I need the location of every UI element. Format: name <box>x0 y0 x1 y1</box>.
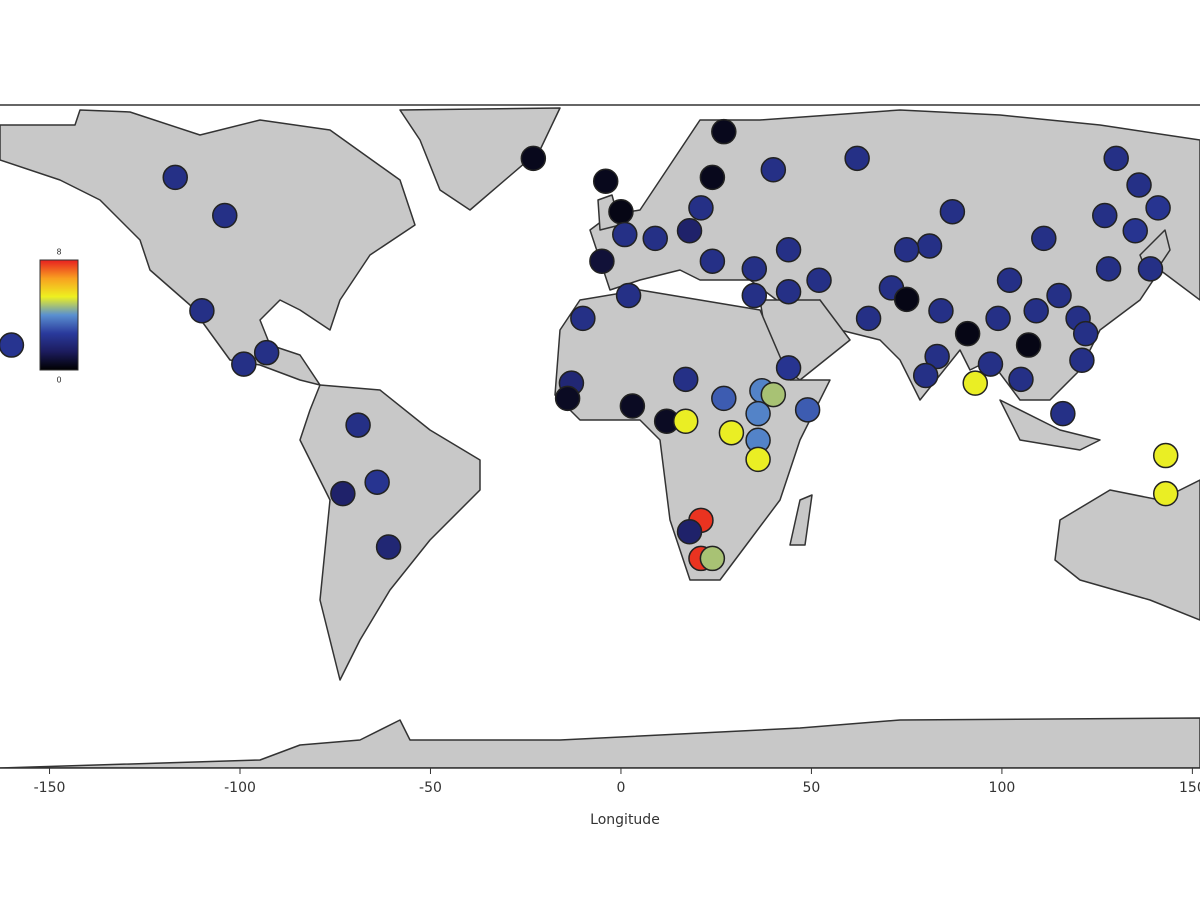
point <box>592 168 619 194</box>
point <box>554 385 581 412</box>
point <box>162 164 188 191</box>
antarctica <box>0 717 1200 768</box>
point <box>985 305 1011 332</box>
point <box>330 480 356 507</box>
point <box>806 267 832 294</box>
land <box>0 107 1200 768</box>
x-tick-label: 100 <box>989 780 1016 796</box>
colorbar <box>39 259 79 371</box>
point <box>1137 256 1164 282</box>
x-axis-label: Longitude <box>590 812 660 828</box>
point <box>676 217 703 244</box>
point <box>924 343 950 370</box>
point <box>375 534 402 560</box>
point <box>189 298 215 324</box>
point <box>1015 332 1042 358</box>
point <box>672 366 699 393</box>
point <box>642 225 668 252</box>
north-america <box>0 109 416 386</box>
point <box>996 267 1023 294</box>
point <box>939 198 966 225</box>
australia <box>1054 479 1200 621</box>
point <box>855 305 882 332</box>
point <box>676 519 703 545</box>
point <box>745 446 771 473</box>
point <box>977 351 1004 377</box>
point <box>1126 172 1152 198</box>
point <box>844 145 870 172</box>
point <box>1095 256 1122 282</box>
point <box>711 118 737 145</box>
point <box>928 298 954 324</box>
point <box>1031 225 1057 252</box>
point <box>794 397 821 423</box>
point <box>1008 366 1034 393</box>
point <box>1152 442 1179 469</box>
x-tick-label: 150 <box>1179 780 1200 796</box>
point <box>1103 145 1129 172</box>
south-america <box>299 384 481 681</box>
point <box>672 408 699 435</box>
point <box>916 233 943 259</box>
point <box>608 198 634 225</box>
point <box>0 332 25 358</box>
x-tick-label: 50 <box>803 780 821 796</box>
point <box>619 393 646 419</box>
point <box>589 248 615 274</box>
point <box>893 286 920 313</box>
point <box>741 282 768 309</box>
africa <box>554 289 831 581</box>
madagascar <box>789 494 813 546</box>
point <box>912 362 939 389</box>
point <box>699 545 726 572</box>
point <box>1145 195 1171 221</box>
point <box>231 351 257 377</box>
point <box>1069 347 1095 374</box>
colorbar-tick-label: 8 <box>56 248 61 257</box>
point <box>718 419 745 446</box>
indonesia <box>999 399 1101 451</box>
point <box>212 202 238 229</box>
point <box>760 381 787 408</box>
point <box>364 469 390 495</box>
point <box>775 237 802 263</box>
point <box>741 256 768 282</box>
x-tick-label: -150 <box>34 780 66 796</box>
point <box>345 412 371 438</box>
x-tick-label: 0 <box>616 780 625 796</box>
point <box>760 157 787 183</box>
point <box>520 145 547 172</box>
point <box>962 370 988 396</box>
point <box>1050 400 1076 427</box>
point <box>1092 202 1118 229</box>
point <box>775 278 802 305</box>
point <box>1122 217 1148 244</box>
point <box>570 305 596 332</box>
point <box>745 400 771 427</box>
greenland <box>399 107 561 211</box>
point <box>954 320 981 347</box>
point <box>711 385 737 412</box>
point <box>699 248 726 274</box>
point <box>775 355 802 381</box>
x-tick-label: -100 <box>224 780 256 796</box>
point <box>612 221 638 248</box>
point <box>615 282 642 309</box>
points <box>0 118 1179 572</box>
point <box>688 195 714 221</box>
x-tick-label: -50 <box>419 780 442 796</box>
point <box>1046 282 1072 309</box>
point <box>1023 298 1049 324</box>
colorbar-tick-label: 0 <box>56 376 61 385</box>
point <box>893 237 920 263</box>
point <box>699 164 726 191</box>
point <box>1072 320 1099 347</box>
point <box>253 339 280 366</box>
point <box>1152 480 1179 507</box>
